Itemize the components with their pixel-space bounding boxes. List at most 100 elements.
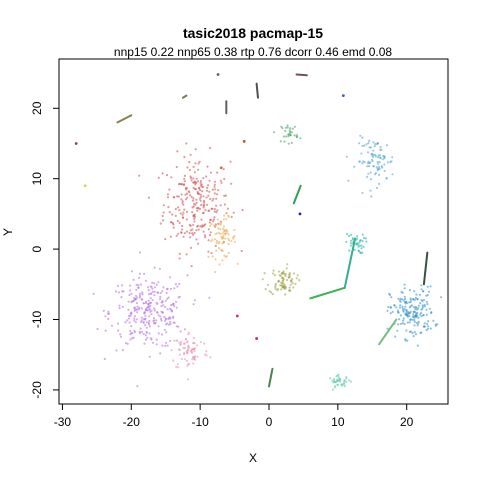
data-point: [177, 206, 180, 209]
data-point: [412, 313, 415, 316]
data-point: [166, 308, 169, 311]
cluster-3: [170, 331, 212, 381]
data-point: [157, 314, 160, 317]
data-point: [127, 300, 130, 303]
data-point: [359, 251, 362, 254]
data-point: [365, 143, 368, 146]
data-point: [222, 234, 225, 237]
data-point: [421, 304, 424, 307]
data-point: [168, 276, 172, 279]
data-point: [420, 311, 423, 314]
data-point: [280, 284, 283, 287]
data-point: [206, 203, 209, 206]
data-point: [166, 193, 170, 196]
data-point: [284, 272, 287, 276]
data-point: [187, 347, 190, 350]
data-point: [221, 232, 224, 235]
data-point: [202, 195, 205, 198]
data-point: [233, 229, 236, 232]
data-point: [117, 291, 121, 294]
data-point: [186, 166, 189, 169]
y-axis-label: Y: [1, 228, 15, 236]
data-point: [360, 244, 363, 247]
data-point: [200, 218, 203, 221]
data-point: [149, 301, 152, 304]
data-point: [383, 169, 386, 173]
data-point: [129, 312, 132, 315]
segment-0: [116, 114, 133, 124]
data-point: [156, 311, 159, 314]
data-point: [221, 259, 224, 262]
data-point: [345, 240, 348, 243]
isolated-point: [341, 94, 345, 98]
data-point: [118, 307, 121, 310]
data-point: [173, 321, 176, 324]
data-point: [377, 165, 380, 168]
data-point: [176, 363, 179, 366]
cluster-0: [138, 142, 244, 268]
data-point: [190, 265, 193, 268]
data-point: [287, 135, 290, 138]
data-point: [215, 239, 219, 242]
data-point: [225, 232, 228, 235]
data-point: [389, 306, 392, 309]
data-point: [191, 199, 194, 202]
data-point: [209, 146, 212, 150]
data-point: [408, 314, 411, 317]
data-point: [413, 290, 416, 293]
data-point: [372, 165, 375, 168]
data-point: [192, 181, 195, 184]
data-point: [420, 315, 423, 318]
data-point: [289, 283, 292, 286]
data-point: [129, 329, 132, 333]
data-point: [185, 210, 189, 213]
segment-6: [267, 367, 274, 388]
data-point: [161, 214, 164, 218]
data-point: [277, 280, 280, 283]
data-point: [356, 237, 359, 240]
data-point: [207, 239, 210, 242]
data-point: [132, 336, 135, 339]
data-point: [416, 311, 419, 315]
data-point: [396, 309, 399, 312]
data-point: [133, 319, 136, 322]
data-point: [229, 160, 232, 163]
data-point: [404, 305, 407, 308]
data-point: [288, 275, 291, 279]
data-point: [199, 193, 202, 196]
data-point: [142, 332, 145, 336]
data-point: [288, 286, 291, 289]
data-point: [156, 291, 160, 294]
data-point: [147, 286, 150, 289]
data-point: [131, 332, 134, 335]
data-point: [377, 168, 380, 171]
segment-1: [309, 286, 346, 300]
data-point: [426, 303, 429, 306]
data-point: [405, 300, 408, 303]
data-point: [347, 179, 350, 182]
data-point: [199, 179, 202, 183]
data-point: [177, 348, 180, 351]
data-point: [261, 278, 264, 281]
data-point: [369, 178, 372, 181]
data-point: [192, 357, 196, 361]
data-point: [211, 238, 214, 241]
data-point: [140, 316, 143, 319]
data-point: [337, 373, 340, 376]
data-point: [173, 196, 176, 199]
data-point: [219, 166, 222, 169]
data-point: [367, 160, 370, 163]
data-point: [419, 331, 422, 334]
data-point: [290, 278, 294, 281]
data-point: [207, 194, 210, 197]
data-point: [129, 314, 132, 317]
data-point: [421, 300, 424, 303]
data-point: [127, 308, 130, 311]
data-point: [202, 230, 205, 233]
data-point: [196, 355, 199, 358]
data-point: [133, 299, 136, 302]
data-point: [284, 129, 287, 133]
data-point: [406, 310, 409, 313]
data-point: [198, 186, 201, 189]
data-point: [210, 223, 213, 226]
